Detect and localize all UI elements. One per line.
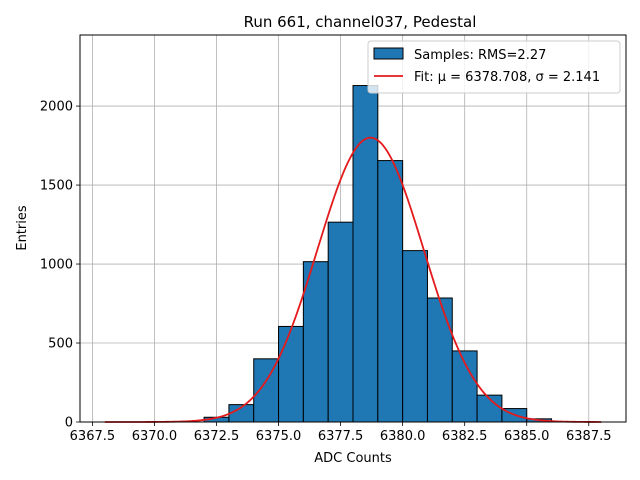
x-tick-label: 6372.5 xyxy=(194,429,240,444)
y-tick-label: 0 xyxy=(65,416,73,431)
y-tick-label: 1500 xyxy=(40,179,73,194)
x-tick-label: 6367.5 xyxy=(70,429,116,444)
histogram-bar xyxy=(377,160,404,423)
x-tick-label: 6382.5 xyxy=(442,429,488,444)
x-tick-label: 6387.5 xyxy=(566,429,612,444)
fit-curve-layer xyxy=(104,136,602,423)
legend: Samples: RMS=2.27 Fit: μ = 6378.708, σ =… xyxy=(367,40,621,94)
axes-frame xyxy=(79,34,627,423)
fit-curve xyxy=(104,136,602,423)
histogram-bar xyxy=(302,261,329,423)
histogram-bar xyxy=(402,250,428,423)
x-tick-label: 6370.0 xyxy=(132,429,178,444)
legend-frame xyxy=(367,40,621,94)
legend-label-fit: Fit: μ = 6378.708, σ = 2.141 xyxy=(414,70,600,85)
legend-swatch-samples xyxy=(373,47,404,60)
legend-label-samples: Samples: RMS=2.27 xyxy=(414,48,546,63)
y-axis-ticks: 0 500 1000 1500 2000 xyxy=(40,100,80,431)
y-tick-label: 1000 xyxy=(40,258,73,273)
histogram-bar xyxy=(278,325,304,423)
histogram-bar xyxy=(352,85,379,423)
histogram-bar xyxy=(327,221,354,423)
y-axis-label: Entries xyxy=(15,205,30,251)
x-tick-label: 6380.0 xyxy=(380,429,426,444)
x-axis-label: ADC Counts xyxy=(314,451,392,466)
histogram-bar xyxy=(253,358,280,423)
y-tick-label: 2000 xyxy=(40,100,73,115)
histogram-bar xyxy=(426,297,453,423)
chart-title: Run 661, channel037, Pedestal xyxy=(244,13,477,31)
x-tick-label: 6375.0 xyxy=(256,429,302,444)
x-tick-label: 6385.0 xyxy=(504,429,550,444)
x-tick-label: 6377.5 xyxy=(318,429,364,444)
y-tick-label: 500 xyxy=(48,337,73,352)
x-axis-ticks: 6367.5 6370.0 6372.5 6375.0 6377.5 6380.0 6382… xyxy=(70,422,612,444)
